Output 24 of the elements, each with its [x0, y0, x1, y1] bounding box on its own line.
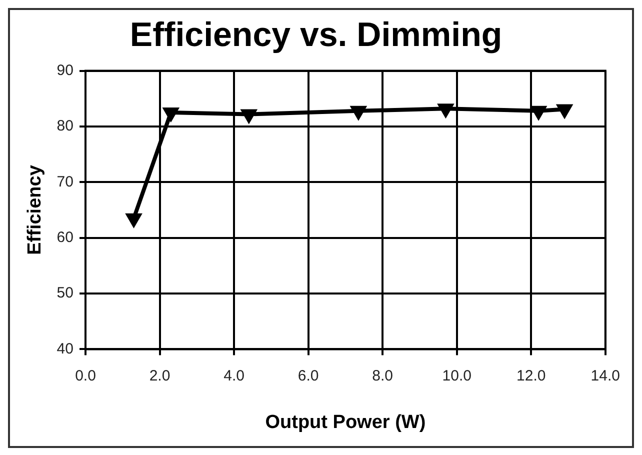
x-axis-title: Output Power (W): [265, 412, 426, 433]
x-tick-label: 8.0: [372, 367, 394, 384]
chart-title: Efficiency vs. Dimming: [130, 16, 502, 54]
point: [164, 108, 178, 121]
x-tick-label: 6.0: [298, 367, 319, 384]
y-tick-label: 70: [56, 173, 74, 190]
y-tick-label: 80: [56, 118, 74, 135]
x-tick-label: 12.0: [516, 367, 546, 384]
x-tick-label: 2.0: [149, 367, 170, 384]
y-axis-title: Efficiency: [24, 164, 46, 255]
x-tick-label: 0.0: [75, 367, 96, 384]
point: [351, 106, 366, 119]
x-tick-label: 10.0: [442, 367, 472, 384]
point: [242, 109, 256, 122]
point: [557, 104, 572, 118]
point: [126, 213, 141, 226]
point: [531, 106, 546, 119]
y-tick-label: 90: [56, 62, 74, 79]
x-tick-label: 14.0: [590, 367, 620, 384]
y-tick-label: 50: [56, 284, 74, 302]
y-tick-label: 40: [56, 340, 74, 358]
y-tick-label: 60: [56, 228, 74, 246]
x-tick-label: 4.0: [224, 367, 244, 384]
point: [438, 104, 453, 117]
